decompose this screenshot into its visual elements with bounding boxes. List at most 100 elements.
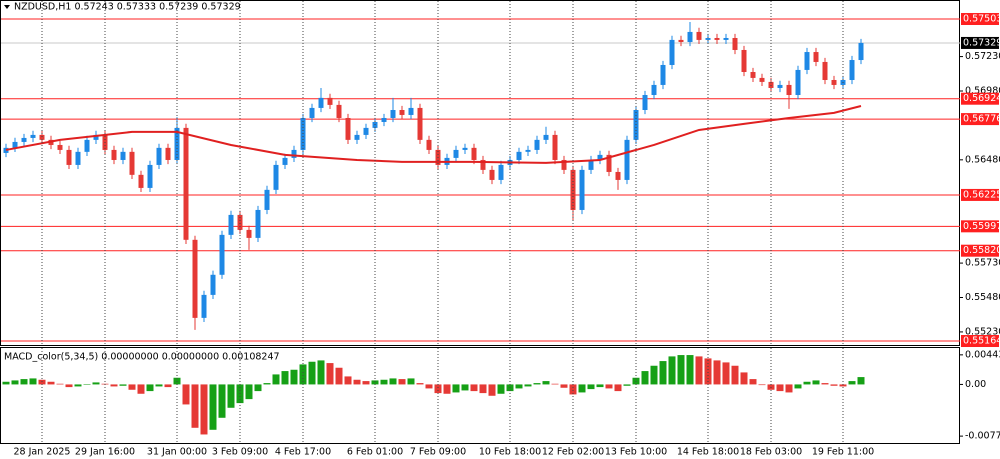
candle-body xyxy=(606,154,612,172)
candle-body xyxy=(732,37,738,50)
candle-body xyxy=(111,149,117,160)
last-price-box xyxy=(961,36,999,49)
candle-body xyxy=(3,147,9,153)
macd-bar xyxy=(38,379,46,385)
candle-body xyxy=(318,97,324,108)
x-tick-label: 7 Feb 09:00 xyxy=(410,447,466,458)
candle-body xyxy=(309,107,315,118)
candle-body xyxy=(561,159,567,170)
candle-body xyxy=(120,151,126,160)
x-tick-label: 13 Feb 10:00 xyxy=(605,447,667,458)
candle-body xyxy=(858,42,864,61)
macd-bar xyxy=(146,384,154,392)
candle-body xyxy=(714,37,720,40)
candle-body xyxy=(516,151,522,160)
macd-bar xyxy=(848,381,856,385)
candle-body xyxy=(183,127,189,240)
candle-body xyxy=(642,94,648,110)
candle-body xyxy=(750,72,756,78)
macd-bar xyxy=(137,384,145,394)
x-tick-label: 4 Feb 17:00 xyxy=(275,447,331,458)
candle-body xyxy=(462,147,468,150)
macd-bar xyxy=(812,380,820,385)
candle-body xyxy=(669,39,675,65)
macd-bar xyxy=(263,383,271,385)
macd-bar xyxy=(776,384,784,392)
candle-body xyxy=(210,274,216,295)
candle-body xyxy=(651,84,657,95)
macd-bar xyxy=(677,355,685,385)
last-price-label: 0.57329 xyxy=(963,37,1000,48)
level-label-box xyxy=(961,12,999,25)
candle-body xyxy=(624,139,630,180)
macd-bar xyxy=(587,384,595,390)
macd-bar xyxy=(83,384,91,385)
level-label-box xyxy=(961,113,999,126)
macd-bar xyxy=(182,384,190,405)
x-tick-label: 12 Feb 02:00 xyxy=(542,447,604,458)
macd-bar xyxy=(614,384,622,392)
x-tick-label: 14 Feb 18:00 xyxy=(677,447,739,458)
candle-body xyxy=(480,159,486,170)
candle-body xyxy=(336,104,342,118)
level-label: 0.57503 xyxy=(963,13,1000,24)
candle-body xyxy=(660,64,666,85)
macd-bar xyxy=(11,380,19,385)
macd-bar xyxy=(731,365,739,385)
level-label-box xyxy=(961,244,999,257)
macd-bar xyxy=(785,384,793,393)
x-tick-label: 18 Feb 03:00 xyxy=(740,447,802,458)
macd-bar xyxy=(596,384,604,388)
macd-bar xyxy=(524,384,532,387)
candle-body xyxy=(804,52,810,70)
moving-average xyxy=(5,105,862,164)
macd-bar xyxy=(389,378,397,385)
y-tick-label: 0.00443348 xyxy=(965,349,1000,360)
x-tick-label: 29 Jan 16:00 xyxy=(75,447,135,458)
macd-bar xyxy=(155,384,163,387)
macd-bar xyxy=(839,384,847,387)
macd-bar xyxy=(560,384,568,388)
macd-bar xyxy=(371,380,379,385)
macd-bar xyxy=(722,362,730,385)
candle-body xyxy=(831,79,837,85)
macd-bar xyxy=(461,384,469,391)
y-tick-label: 0.00 xyxy=(965,379,986,390)
macd-bar xyxy=(830,384,838,386)
candle-body xyxy=(696,31,702,40)
candle-body xyxy=(678,39,684,42)
macd-bar xyxy=(668,356,676,385)
chart-title: NZDUSD,H1 0.57243 0.57333 0.57239 0.5732… xyxy=(14,2,241,13)
candle-body xyxy=(795,69,801,95)
candle-body xyxy=(615,171,621,180)
macd-title: MACD_color(5,34,5) 0.00000000 0.00000000… xyxy=(4,352,280,363)
candle-body xyxy=(552,134,558,160)
macd-bar xyxy=(686,355,694,385)
candle-body xyxy=(219,234,225,275)
candle-body xyxy=(408,107,414,115)
macd-bar xyxy=(794,384,802,389)
macd-bar xyxy=(740,372,748,385)
candle-body xyxy=(138,174,144,188)
level-label: 0.55820 xyxy=(963,245,1000,256)
candle-body xyxy=(255,209,261,238)
symbol-icon xyxy=(4,5,10,9)
candle-body xyxy=(705,37,711,40)
x-tick-label: 19 Feb 11:00 xyxy=(812,447,874,458)
macd-bar xyxy=(2,381,10,385)
macd-bar xyxy=(362,381,370,385)
candle-body xyxy=(246,229,252,238)
candle-body xyxy=(237,214,243,230)
candle-body xyxy=(147,164,153,188)
macd-bar xyxy=(164,384,172,388)
macd-bar xyxy=(857,377,865,385)
candle-body xyxy=(849,60,855,80)
macd-bar xyxy=(209,384,217,430)
candle-body xyxy=(192,239,198,318)
macd-bar xyxy=(803,381,811,385)
level-label: 0.55997 xyxy=(963,221,1000,232)
